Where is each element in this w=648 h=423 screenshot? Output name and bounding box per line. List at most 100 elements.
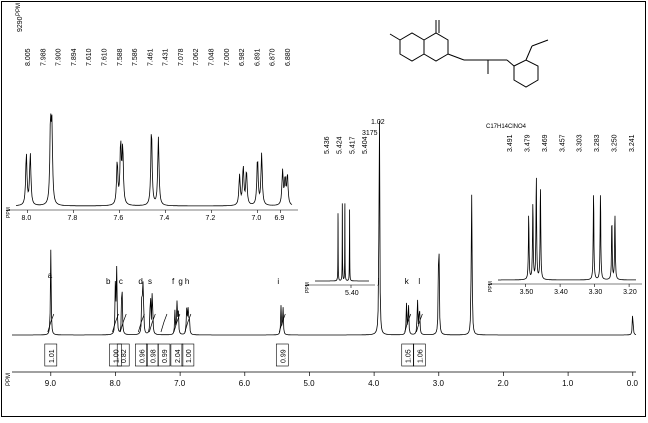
integral-box [146, 343, 159, 367]
x-tick-label: 3.0 [433, 379, 445, 388]
inset-peak-label: 7.048 [209, 48, 216, 66]
x-tick-label: 1.0 [562, 379, 574, 388]
inset-peak-label: 5.436 [324, 136, 331, 154]
x-tick-label: 2.0 [497, 379, 509, 388]
x-tick-label: 0.0 [627, 379, 639, 388]
inset-peak-label: 3.479 [524, 134, 531, 152]
x-tick-label: 4.0 [368, 379, 380, 388]
inset-peak-label: 6.870 [270, 48, 277, 66]
inset-peak-label: 3.457 [559, 134, 566, 152]
integral-box [135, 343, 148, 367]
inset-peak-label: 7.431 [163, 48, 170, 66]
peak-label: i [277, 277, 279, 286]
peak-label: h [185, 277, 189, 286]
inset-peak-label: 3.250 [612, 134, 619, 152]
inset-peak-label: 7.988 [40, 48, 47, 66]
integral-box [109, 343, 122, 367]
integral-box [170, 343, 184, 367]
inset-tick-label: 3.50 [520, 289, 534, 296]
integral-box [157, 343, 171, 367]
inset-peak-label: 3.491 [507, 134, 514, 152]
annotation: 9290 [17, 16, 24, 32]
integral-value: 0.99 [162, 349, 169, 363]
inset-methylene: 3.50 3.40 3.30 3.20 PPM 3.491 3.479 3.469 3.457 3… [488, 134, 642, 296]
integral-value: 0.96 [139, 349, 146, 363]
x-tick-label: 7.0 [174, 379, 186, 388]
integral-value: 1.00 [186, 349, 193, 363]
chemical-structure [389, 20, 549, 88]
integral-curve [47, 313, 55, 333]
inset-peak-label: 5.424 [337, 136, 344, 154]
main-spectrum: 9.0 8.0 7.0 6.0 5.0 4.0 3.0 2.0 1.0 0.0 PPM a b c d s f g… [6, 3, 638, 388]
peak-label: d [138, 277, 142, 286]
peak-label: c [119, 277, 123, 286]
inset-ppm-tag: PPM [6, 207, 12, 218]
peak-label: g [178, 277, 182, 286]
inset-ppm-tag: PPM [305, 282, 311, 293]
integral-curve [184, 313, 192, 333]
inset-peak-label: 3.303 [577, 134, 584, 152]
inset-peak-label: 5.404 [362, 136, 369, 154]
inset-tick-label: 7.4 [160, 215, 170, 222]
inset-peak-label: 7.461 [147, 48, 154, 66]
integral-value: 1.05 [406, 349, 413, 363]
inset-peak-label: 7.078 [178, 48, 185, 66]
integral-value: 1.06 [417, 349, 424, 363]
peak-label: l [418, 277, 420, 286]
inset-peak-label: 7.000 [224, 48, 231, 66]
integral-curve [137, 313, 145, 333]
integral-value: 0.82 [121, 349, 128, 363]
annotation: 1.02 [371, 119, 385, 126]
integral-curve [416, 313, 423, 333]
peak-label: a [48, 271, 53, 280]
inset-peak-label: 7.062 [193, 48, 200, 66]
inset-trace [498, 177, 636, 281]
inset-peak-label: 6.891 [254, 48, 261, 66]
inset-trace [15, 113, 293, 207]
inset-peak-label: 6.880 [285, 48, 292, 66]
inset-peak-label: 3.241 [629, 134, 636, 152]
ppm-tag: PPM [16, 3, 22, 16]
integral-value: 1.01 [49, 349, 56, 363]
inset-peak-label: 3.283 [594, 134, 601, 152]
integral-curve [173, 313, 181, 333]
inset-tick-label: 8.0 [22, 215, 32, 222]
peak-label: k [405, 277, 410, 286]
peak-label: j [377, 277, 380, 286]
inset-methine: 5.40 PPM 5.436 5.424 5.417 5.404 [305, 136, 375, 297]
integral-box [401, 343, 415, 367]
inset-peak-label: 7.610 [101, 48, 108, 66]
nmr-spectrum-chart: 9.0 8.0 7.0 6.0 5.0 4.0 3.0 2.0 1.0 0.0 PPM a b c d s f g… [6, 3, 642, 388]
x-tick-label: 8.0 [109, 379, 121, 388]
inset-tick-label: 3.20 [623, 289, 637, 296]
integral-box [44, 343, 58, 367]
inset-tick-label: 7.8 [68, 215, 78, 222]
integral-box [413, 343, 426, 367]
inset-peak-label: 5.417 [349, 136, 356, 154]
inset-tick-label: 5.40 [345, 290, 359, 297]
inset-tick-label: 6.9 [275, 215, 285, 222]
inset-peak-label: 7.900 [56, 48, 63, 66]
inset-tick-label: 3.40 [554, 289, 568, 296]
integral-box [116, 343, 130, 367]
spectrum-frame: 9.0 8.0 7.0 6.0 5.0 4.0 3.0 2.0 1.0 0.0 PPM a b c d s f g… [1, 1, 646, 417]
inset-aromatic: 8.0 7.8 7.6 7.4 7.2 7.0 6.9 PPM 8.005 7.988 7.900 7… [6, 48, 298, 222]
main-spectrum-trace [12, 120, 637, 336]
integral-curve [404, 313, 412, 333]
x-axis-label: PPM [6, 373, 12, 386]
x-tick-label: 5.0 [303, 379, 315, 388]
inset-tick-label: 3.30 [589, 289, 603, 296]
annotation: 3175 [362, 130, 378, 137]
integral-curve [278, 313, 286, 333]
integral-box [181, 343, 195, 367]
integral-box [275, 343, 289, 367]
peak-label: s [148, 277, 152, 286]
integral-value: 0.98 [150, 349, 157, 363]
inset-peak-label: 7.894 [71, 48, 78, 66]
inset-ppm-tag: PPM [488, 281, 494, 292]
inset-tick-label: 7.2 [206, 215, 216, 222]
integral-curve [119, 313, 127, 333]
formula-label: C17H14ClNO4 [486, 124, 527, 130]
inset-tick-label: 7.0 [252, 215, 262, 222]
inset-peak-label: 6.982 [239, 48, 246, 66]
